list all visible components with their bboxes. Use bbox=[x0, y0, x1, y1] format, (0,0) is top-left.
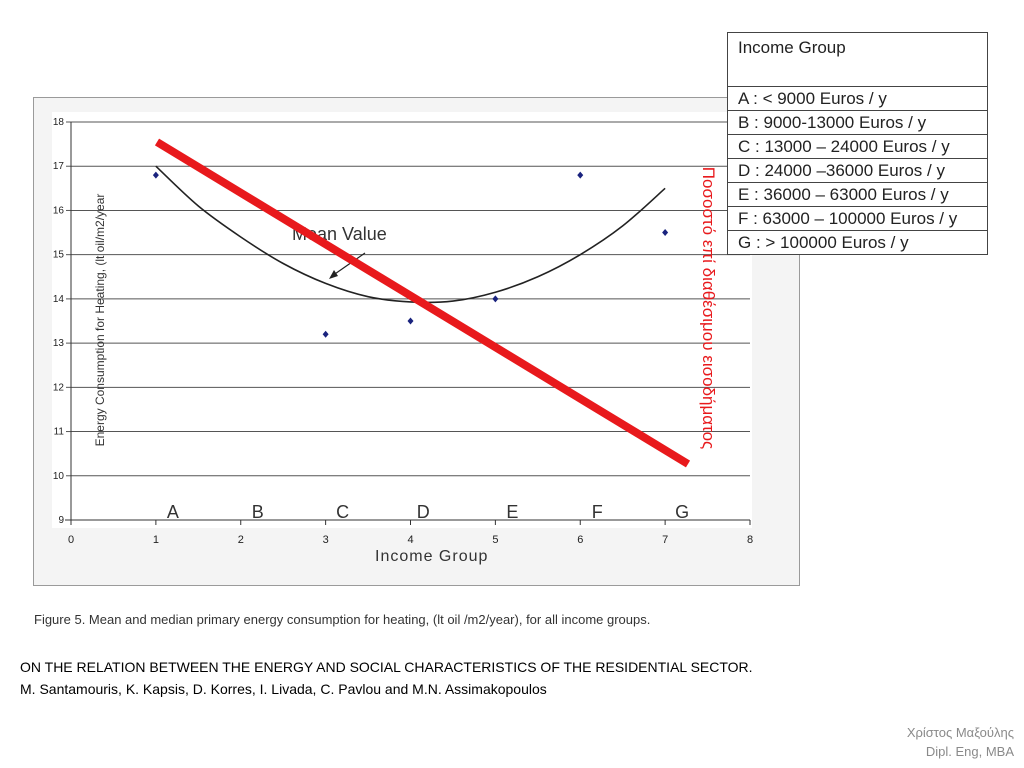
legend-row: B : 9000-13000 Euros / y bbox=[727, 110, 988, 135]
data-point bbox=[407, 317, 414, 325]
x-tick-label: 6 bbox=[577, 534, 583, 546]
income-group-letter: G bbox=[675, 502, 689, 522]
author-title: Dipl. Eng, MBA bbox=[925, 744, 1014, 759]
y-axis-label: Energy Consumption for Heating, (lt oil/… bbox=[93, 194, 107, 447]
x-tick-label: 4 bbox=[407, 534, 413, 546]
data-point bbox=[152, 171, 159, 179]
y-tick-label: 13 bbox=[53, 338, 65, 349]
legend-row: F : 63000 – 100000 Euros / y bbox=[727, 206, 988, 231]
legend-row: G : > 100000 Euros / y bbox=[727, 230, 988, 255]
data-point bbox=[662, 229, 669, 237]
author-block: Χρίστος Μαξούλης Dipl. Eng, MBA bbox=[907, 723, 1014, 761]
overlay-label: Ποσοστό επί διαθέσιμου εισοδήματος bbox=[699, 167, 718, 449]
red-overlay-line bbox=[154, 138, 691, 468]
x-tick-label: 8 bbox=[747, 534, 753, 546]
legend-row: D : 24000 –36000 Euros / y bbox=[727, 158, 988, 183]
y-tick-label: 18 bbox=[53, 117, 65, 128]
legend-row: C : 13000 – 24000 Euros / y bbox=[727, 134, 988, 159]
mean-value-curve bbox=[155, 165, 666, 304]
income-group-letter: C bbox=[336, 502, 349, 522]
reference-authors: M. Santamouris, K. Kapsis, D. Korres, I.… bbox=[20, 681, 547, 697]
y-tick-label: 10 bbox=[53, 471, 65, 482]
figure-caption: Figure 5. Mean and median primary energy… bbox=[34, 612, 651, 627]
data-point bbox=[577, 171, 584, 179]
y-tick-label: 9 bbox=[58, 515, 64, 526]
plot-area bbox=[52, 112, 752, 528]
data-point bbox=[492, 295, 499, 303]
author-name: Χρίστος Μαξούλης bbox=[906, 725, 1014, 740]
x-axis-label: Income Group bbox=[375, 548, 488, 565]
x-tick-label: 3 bbox=[323, 534, 329, 546]
y-tick-label: 17 bbox=[53, 161, 65, 172]
y-tick-label: 14 bbox=[53, 294, 65, 305]
x-tick-label: 1 bbox=[153, 534, 159, 546]
y-tick-label: 11 bbox=[54, 427, 65, 438]
annotation-arrow bbox=[331, 252, 366, 277]
income-group-letter: D bbox=[417, 502, 430, 522]
y-tick-label: 16 bbox=[53, 205, 65, 216]
legend-row: E : 36000 – 63000 Euros / y bbox=[727, 182, 988, 207]
y-tick-label: 15 bbox=[53, 250, 65, 261]
income-group-letter: F bbox=[592, 502, 603, 522]
y-tick-label: 12 bbox=[53, 382, 65, 393]
income-group-letter: B bbox=[252, 502, 264, 522]
income-group-letter: A bbox=[167, 502, 179, 522]
x-tick-label: 5 bbox=[492, 534, 498, 546]
x-tick-label: 0 bbox=[68, 534, 74, 546]
x-tick-label: 7 bbox=[662, 534, 668, 546]
income-group-letter: E bbox=[506, 502, 518, 522]
legend-row: A : < 9000 Euros / y bbox=[727, 86, 988, 111]
reference-title: ON THE RELATION BETWEEN THE ENERGY AND S… bbox=[20, 659, 753, 675]
legend-header: Income Group bbox=[727, 32, 988, 87]
data-point bbox=[322, 330, 329, 338]
annotation-arrowhead bbox=[329, 270, 338, 279]
x-tick-label: 2 bbox=[238, 534, 244, 546]
